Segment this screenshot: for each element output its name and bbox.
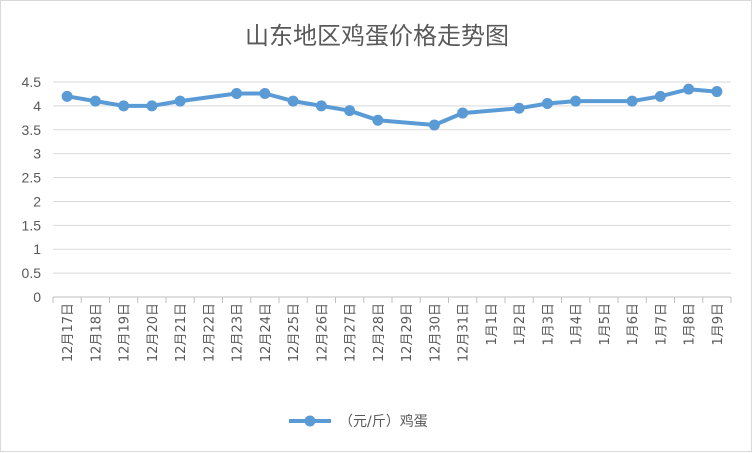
x-tick-label: 12月20日: [146, 303, 161, 362]
data-point: [513, 102, 525, 114]
data-point: [428, 119, 440, 131]
data-point: [89, 95, 101, 107]
data-point: [344, 105, 356, 117]
y-tick-label: 3: [33, 146, 41, 162]
data-point: [174, 95, 186, 107]
data-point: [570, 95, 582, 107]
x-tick-label: 12月31日: [457, 303, 472, 362]
x-tick-label: 1月7日: [654, 303, 669, 346]
data-point: [259, 87, 271, 99]
gridlines: [53, 81, 731, 274]
legend: （元/斤）鸡蛋: [289, 413, 428, 430]
y-tick-label: 3.5: [22, 122, 42, 138]
data-point: [654, 90, 666, 102]
x-tick-label: 1月1日: [485, 303, 500, 346]
x-tick-label: 1月6日: [626, 303, 641, 346]
data-point: [231, 87, 243, 99]
data-point: [541, 98, 553, 109]
x-tick-label: 12月24日: [259, 303, 274, 362]
series-line: [65, 87, 719, 127]
x-tick-label: 12月22日: [202, 303, 217, 362]
x-tick-label: 12月21日: [174, 303, 189, 362]
y-tick-label: 1: [33, 241, 41, 257]
x-tick-label: 1月2日: [513, 303, 528, 346]
x-tick-label: 12月25日: [287, 303, 302, 362]
x-tick-label: 12月26日: [315, 303, 330, 362]
y-tick-label: 2.5: [22, 170, 42, 186]
chart-title: 山东地区鸡蛋价格走势图: [245, 22, 509, 50]
y-tick-label: 1.5: [22, 217, 42, 233]
data-point: [146, 100, 158, 112]
y-tick-label: 0.5: [22, 265, 42, 281]
x-tick-label: 12月29日: [400, 303, 415, 362]
x-tick-label: 1月9日: [711, 303, 726, 346]
y-tick-label: 4: [33, 98, 41, 114]
y-axis-labels: 0 0.5 1 1.5 2 2.5 3 3.5 4 4.5: [22, 74, 42, 305]
data-point: [287, 95, 299, 107]
series-group: [61, 83, 723, 131]
data-point: [457, 107, 469, 119]
y-tick-label: 0: [33, 289, 41, 305]
x-tick-label: 12月27日: [344, 303, 359, 362]
x-tick-label: 12月23日: [231, 303, 246, 362]
legend-label: （元/斤）鸡蛋: [339, 413, 428, 430]
x-tick-label: 12月18日: [89, 303, 104, 362]
x-tick-label: 12月28日: [372, 303, 387, 362]
legend-marker: [304, 415, 316, 427]
x-tick-label: 12月17日: [61, 303, 76, 362]
data-point: [626, 95, 638, 107]
data-point: [315, 100, 327, 112]
y-tick-label: 2: [33, 193, 41, 209]
x-tick-label: 1月3日: [541, 303, 556, 346]
data-point: [372, 114, 384, 126]
x-tick-label: 12月19日: [118, 303, 133, 362]
x-axis: 12月17日 12月18日 12月19日 12月20日 12月21日 12月22日 12月2…: [52, 296, 732, 362]
x-tick-label: 1月5日: [598, 303, 613, 346]
x-tick-label: 1月4日: [570, 303, 585, 346]
data-point: [118, 100, 130, 112]
data-point: [711, 86, 723, 98]
data-point: [683, 83, 695, 95]
data-point: [61, 90, 73, 102]
x-tick-label: 1月8日: [683, 303, 698, 346]
y-tick-label: 4.5: [22, 74, 42, 90]
x-tick-label: 12月30日: [428, 303, 443, 362]
